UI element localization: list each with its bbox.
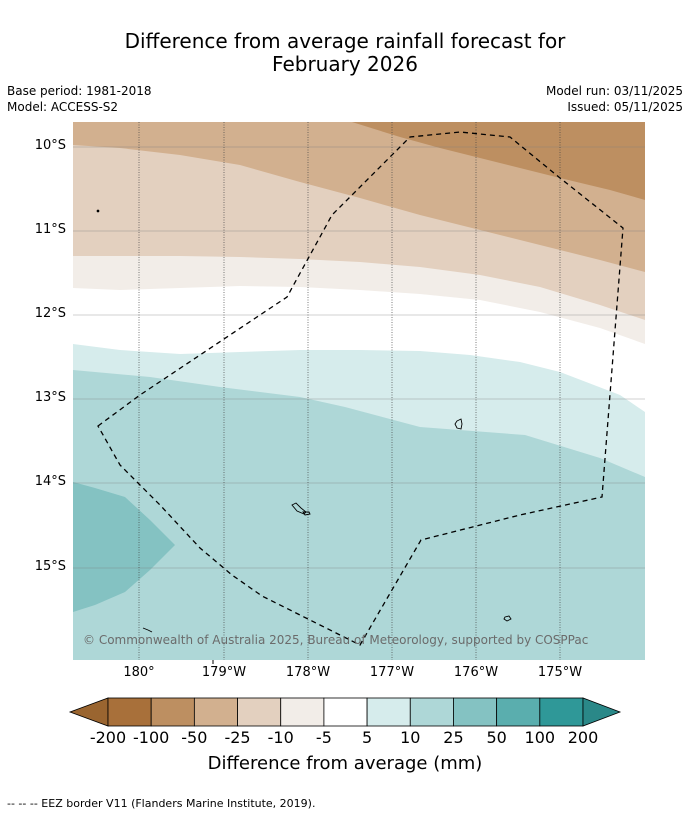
colorbar-segment xyxy=(409,697,454,727)
colorbar-tick-label: 200 xyxy=(567,728,599,747)
colorbar-tick-label: -100 xyxy=(133,728,170,747)
eez-legend-note: -- -- -- EEZ border V11 (Flanders Marine… xyxy=(7,797,316,810)
colorbar-title: Difference from average (mm) xyxy=(207,753,483,774)
island-north-dot xyxy=(96,209,100,213)
colorbar-tick-label: 25 xyxy=(443,728,464,747)
map-title: Difference from average rainfall forecas… xyxy=(0,30,690,76)
islands xyxy=(96,209,512,633)
colorbar-tick-label: -25 xyxy=(224,728,251,747)
colorbar-tick-label: -50 xyxy=(181,728,208,747)
colorbar-segment xyxy=(366,697,411,727)
base-period: Base period: 1981-2018 xyxy=(7,84,152,98)
colorbar-segment xyxy=(539,697,584,727)
island-central-small xyxy=(302,511,311,516)
colorbar-segment xyxy=(150,697,195,727)
colorbar-segment xyxy=(237,697,282,727)
colorbar-tick-label: -200 xyxy=(89,728,127,747)
colorbar-tick-label: 5 xyxy=(361,728,373,747)
colorbar-segment xyxy=(496,697,541,727)
colorbar-segment xyxy=(323,697,368,727)
lon-label-175w: 175°W xyxy=(537,665,583,680)
model-run: Model run: 03/11/2025 xyxy=(545,84,683,98)
band-25-50 xyxy=(73,482,175,612)
colorbar-under-arrow xyxy=(68,697,109,727)
lon-label-180: 180° xyxy=(123,665,155,680)
lon-label-179w: 179°W xyxy=(201,665,247,680)
colorbar-tick-label: -5 xyxy=(315,728,332,747)
lon-label-176w: 176°W xyxy=(453,665,499,680)
colorbar-tick-label: 100 xyxy=(524,728,556,747)
lat-label-14s: 14°S xyxy=(34,474,66,489)
island-southwest xyxy=(142,627,153,633)
lon-label-178w: 178°W xyxy=(285,665,331,680)
meta-right: Model run: 03/11/2025 Issued: 05/11/2025 xyxy=(546,83,683,115)
colorbar xyxy=(68,697,622,727)
lat-label-13s: 13°S xyxy=(34,390,66,405)
issued-date: Issued: 05/11/2025 xyxy=(567,100,683,114)
title-line-2: February 2026 xyxy=(272,52,418,76)
colorbar-segment xyxy=(280,697,325,727)
eez-border xyxy=(97,131,624,646)
copyright-notice: © Commonwealth of Australia 2025, Bureau… xyxy=(83,633,589,647)
map-area xyxy=(73,122,645,660)
colorbar-over-arrow xyxy=(582,697,622,727)
colorbar-tick-label: 50 xyxy=(486,728,507,747)
lat-label-10s: 10°S xyxy=(34,138,66,153)
colorbar-segment xyxy=(107,697,152,727)
title-line-1: Difference from average rainfall forecas… xyxy=(124,29,566,53)
island-southeast xyxy=(503,615,512,622)
island-east xyxy=(454,418,463,430)
graticule xyxy=(73,122,645,660)
colorbar-tick-label: -10 xyxy=(267,728,294,747)
lon-label-177w: 177°W xyxy=(369,665,415,680)
band-minus100-minus50 xyxy=(352,122,645,200)
colorbar-tick-label: 10 xyxy=(400,728,421,747)
colorbar-segment xyxy=(193,697,238,727)
lat-label-12s: 12°S xyxy=(34,306,66,321)
colorbar-segment xyxy=(453,697,498,727)
model-name: Model: ACCESS-S2 xyxy=(7,100,119,114)
lat-label-11s: 11°S xyxy=(34,222,66,237)
meta-left: Base period: 1981-2018 Model: ACCESS-S2 xyxy=(7,83,152,115)
lat-label-15s: 15°S xyxy=(34,559,66,574)
